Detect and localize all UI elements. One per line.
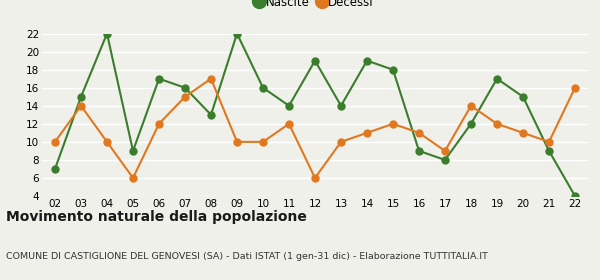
Nascite <box>77 95 85 99</box>
Nascite <box>130 149 137 153</box>
Decessi <box>233 140 241 144</box>
Nascite <box>208 113 215 116</box>
Decessi <box>208 77 215 80</box>
Decessi <box>52 140 59 144</box>
Nascite <box>259 86 266 89</box>
Decessi <box>442 149 449 153</box>
Nascite <box>52 167 59 171</box>
Decessi <box>364 131 371 134</box>
Decessi <box>130 176 137 180</box>
Line: Nascite: Nascite <box>52 30 578 199</box>
Text: Movimento naturale della popolazione: Movimento naturale della popolazione <box>6 210 307 224</box>
Nascite <box>467 122 475 125</box>
Nascite <box>337 104 344 108</box>
Nascite <box>520 95 527 99</box>
Decessi <box>389 122 397 125</box>
Decessi <box>415 131 422 134</box>
Nascite <box>545 149 553 153</box>
Decessi <box>311 176 319 180</box>
Nascite <box>415 149 422 153</box>
Nascite <box>103 32 110 35</box>
Decessi <box>467 104 475 108</box>
Decessi <box>493 122 500 125</box>
Line: Decessi: Decessi <box>52 75 578 181</box>
Decessi <box>520 131 527 134</box>
Nascite <box>364 59 371 62</box>
Nascite <box>311 59 319 62</box>
Nascite <box>233 32 241 35</box>
Nascite <box>155 77 163 80</box>
Legend: Nascite, Decessi: Nascite, Decessi <box>251 0 379 13</box>
Decessi <box>181 95 188 99</box>
Decessi <box>259 140 266 144</box>
Decessi <box>77 104 85 108</box>
Nascite <box>286 104 293 108</box>
Nascite <box>181 86 188 89</box>
Decessi <box>545 140 553 144</box>
Decessi <box>571 86 578 89</box>
Nascite <box>493 77 500 80</box>
Text: COMUNE DI CASTIGLIONE DEL GENOVESI (SA) - Dati ISTAT (1 gen-31 dic) - Elaborazio: COMUNE DI CASTIGLIONE DEL GENOVESI (SA) … <box>6 252 488 261</box>
Decessi <box>155 122 163 125</box>
Nascite <box>389 68 397 71</box>
Decessi <box>337 140 344 144</box>
Decessi <box>286 122 293 125</box>
Nascite <box>442 158 449 162</box>
Decessi <box>103 140 110 144</box>
Nascite <box>571 194 578 198</box>
